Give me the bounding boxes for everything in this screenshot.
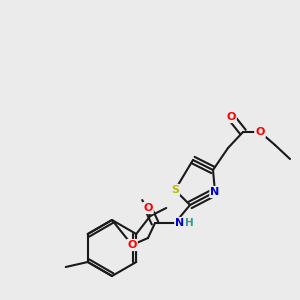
Text: O: O <box>143 203 153 213</box>
Text: O: O <box>127 240 137 250</box>
Text: S: S <box>171 185 179 195</box>
Text: O: O <box>255 127 265 137</box>
Text: N: N <box>210 187 220 197</box>
Text: N: N <box>176 218 184 228</box>
Text: O: O <box>226 112 236 122</box>
Text: H: H <box>184 218 194 228</box>
